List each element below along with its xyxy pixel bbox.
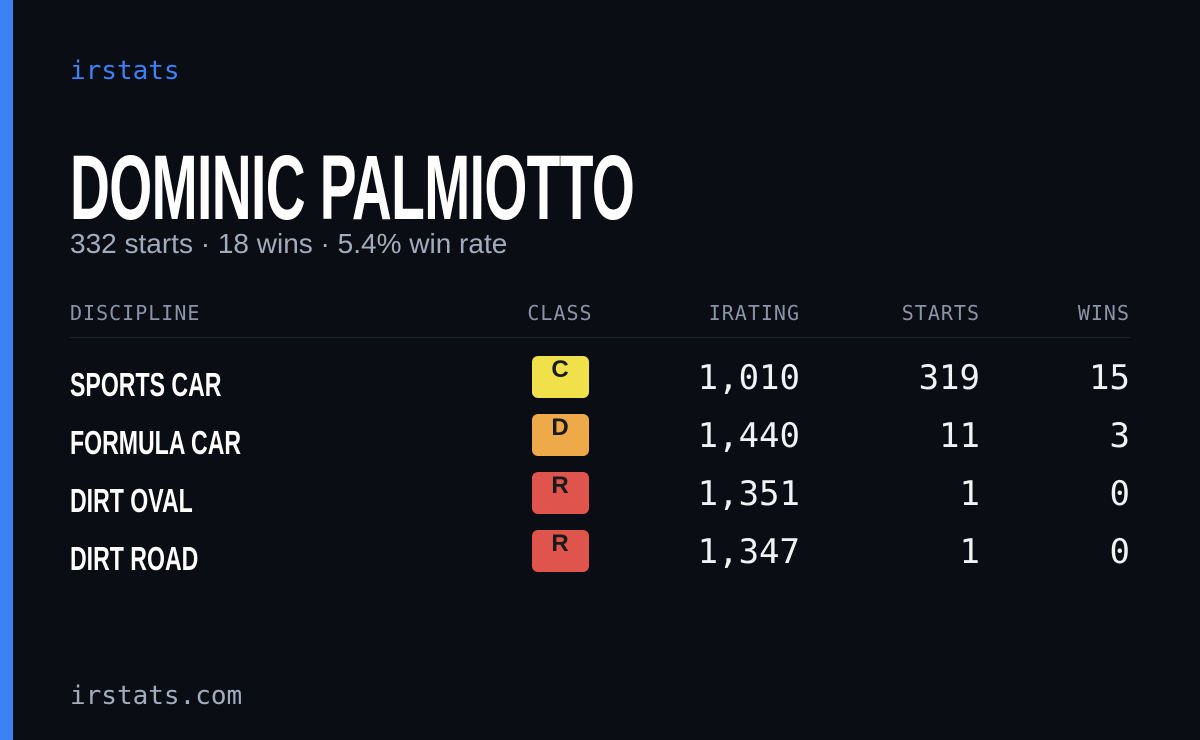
driver-summary: 332 starts · 18 wins · 5.4% win rate [70, 228, 508, 259]
column-header: CLASS [527, 301, 593, 325]
starts: 1 [959, 474, 980, 514]
discipline: SPORTS CAR [70, 366, 222, 403]
footer: irstats.com [70, 681, 243, 711]
driver-name: DOMINIC PALMIOTTO [70, 137, 635, 239]
class-badge: R [531, 530, 589, 572]
class-badge: C [531, 356, 589, 398]
starts: 11 [939, 416, 980, 456]
column-header: IRATING [708, 301, 800, 325]
discipline: DIRT ROAD [70, 540, 199, 577]
accent-stripe [0, 0, 13, 740]
discipline: DIRT OVAL [70, 482, 193, 519]
column-header: WINS [1077, 301, 1130, 325]
class-badge: D [531, 414, 589, 456]
irating: 1,347 [697, 532, 800, 572]
column-header: STARTS [901, 301, 980, 325]
starts: 319 [918, 358, 980, 398]
wins: 3 [1109, 416, 1130, 456]
wins: 15 [1089, 358, 1130, 398]
irating: 1,351 [697, 474, 800, 514]
wins: 0 [1109, 474, 1130, 514]
starts: 1 [959, 532, 980, 572]
divider [70, 337, 1130, 338]
discipline: FORMULA CAR [70, 424, 242, 461]
irating: 1,440 [697, 416, 800, 456]
class-badge: R [531, 472, 589, 514]
irating: 1,010 [697, 358, 800, 398]
wins: 0 [1109, 532, 1130, 572]
brand: irstats [70, 56, 180, 86]
column-header: DISCIPLINE [70, 301, 201, 325]
